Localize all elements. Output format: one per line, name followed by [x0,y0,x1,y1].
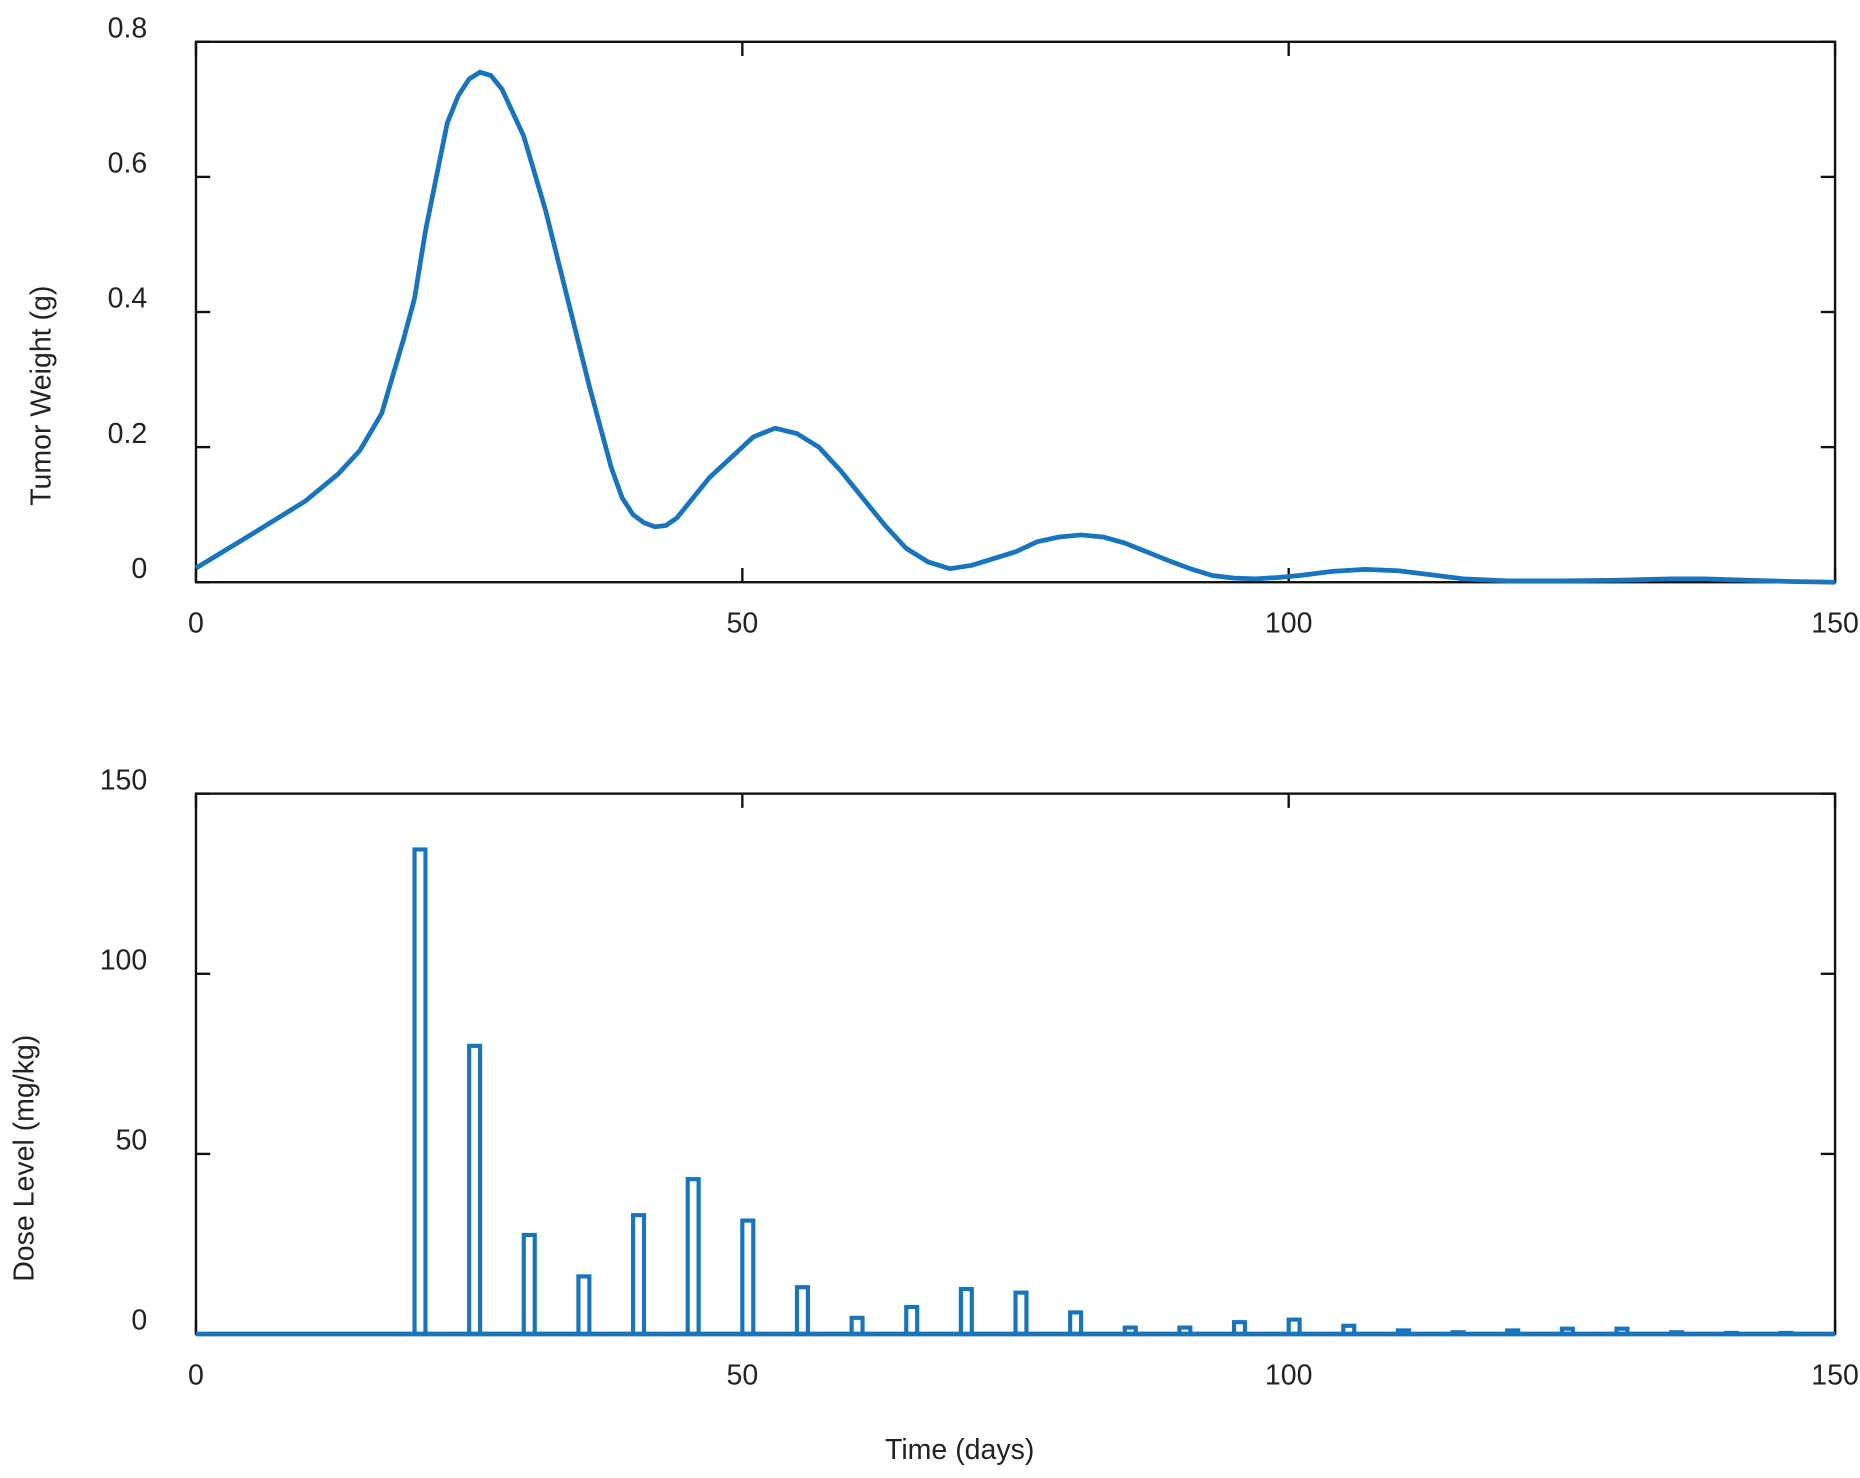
y-tick-label: 0.2 [108,418,148,450]
y-tick-label: 0.6 [108,148,148,180]
axes-frame [194,792,1837,1336]
bar [1614,1326,1630,1337]
bar [685,1177,701,1337]
x-tick-label: 100 [1265,1359,1313,1391]
bar [1341,1323,1357,1337]
y-axis-label: Dose Level (mg/kg) [9,1035,41,1282]
x-tick-label: 50 [726,1359,758,1391]
bar [1122,1325,1138,1337]
y-tick-label: 0.8 [108,12,148,44]
x-tick-label: 100 [1265,608,1313,640]
bar [1505,1328,1521,1337]
x-tick-label: 150 [1811,1359,1859,1391]
y-tick-label: 0.4 [108,283,148,315]
bar [849,1315,865,1337]
bar [521,1232,537,1337]
x-axis-label: Time (days) [885,1434,1034,1466]
y-tick-label: 100 [100,944,148,976]
x-tick-label: 0 [188,1359,204,1391]
y-tick-label: 150 [100,764,148,796]
bar [1669,1330,1685,1337]
bar [1286,1317,1302,1337]
bar [1177,1325,1193,1337]
x-tick-label: 150 [1811,608,1859,640]
data-line [194,69,1836,585]
bar [630,1213,647,1337]
bar [794,1285,810,1337]
bar [1231,1320,1248,1337]
y-tick-label: 0 [131,1305,147,1337]
bar [467,1043,483,1337]
bar [1778,1330,1794,1337]
y-tick-label: 0 [131,553,147,585]
bar [1013,1290,1029,1337]
x-tick-label: 0 [188,608,204,640]
bar [958,1286,974,1337]
x-tick-label: 50 [726,608,758,640]
bar [904,1304,920,1337]
bar [576,1274,592,1337]
bar [740,1218,756,1337]
bar [1450,1330,1466,1337]
bar [1559,1326,1575,1337]
bar [1723,1330,1739,1337]
y-axis-label: Tumor Weight (g) [25,286,57,506]
bar [412,847,428,1337]
axes-frame [194,40,1837,584]
bar [1395,1328,1411,1337]
y-tick-label: 50 [116,1125,148,1157]
bar [1068,1310,1084,1337]
